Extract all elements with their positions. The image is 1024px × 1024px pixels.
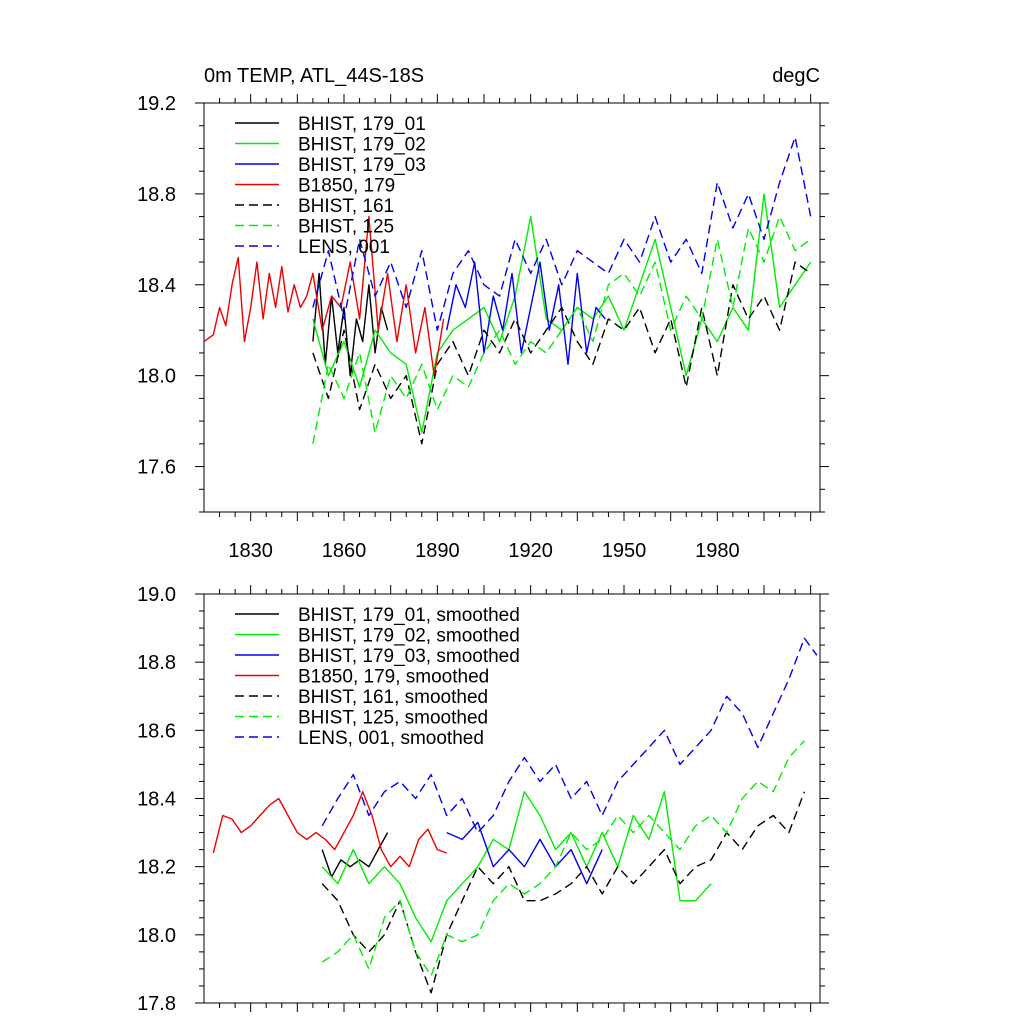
legend-label: BHIST, 179_02 <box>298 135 426 156</box>
y-tick-label: 18.4 <box>137 275 176 297</box>
series-group <box>204 136 812 445</box>
series-line-7 <box>312 136 812 331</box>
series-line-6 <box>312 215 812 444</box>
legend-label: BHIST, 179_02, smoothed <box>298 626 520 647</box>
y-tick-label: 19.2 <box>137 93 176 115</box>
series-line-7 <box>321 637 818 834</box>
series-line-3 <box>446 261 606 365</box>
legend-label: BHIST, 179_03, smoothed <box>298 646 520 667</box>
y-tick-label: 18.0 <box>137 366 176 388</box>
legend-label: BHIST, 125, smoothed <box>298 708 488 729</box>
y-tick-label: 17.6 <box>137 457 176 479</box>
legend-label: BHIST, 179_01, smoothed <box>298 605 520 626</box>
y-tick-label: 18.4 <box>137 789 176 811</box>
y-tick-label: 18.8 <box>137 652 176 674</box>
legend-label: BHIST, 125 <box>298 217 394 238</box>
chart-panel-1: 1830 1860 1890 1920 1950 1980 17.6 18.0 18.4 18.8… <box>137 65 829 562</box>
legend-label: BHIST, 161 <box>298 196 394 217</box>
x-tick-label: 1920 <box>508 540 553 562</box>
legend-label: BHIST, 161, smoothed <box>298 687 488 708</box>
chart-title-left: 0m TEMP, ATL_44S-18S <box>204 65 424 87</box>
y-tick-label: 18.2 <box>137 857 176 879</box>
series-line-5 <box>312 261 812 445</box>
series-line-6 <box>321 740 805 977</box>
x-tick-label: 1860 <box>322 540 367 562</box>
legend-label: B1850, 179 <box>298 176 395 197</box>
y-tick-label: 19.0 <box>137 584 176 606</box>
series-line-1 <box>321 832 389 878</box>
x-tick-label: 1980 <box>695 540 740 562</box>
plot-frame <box>203 102 821 513</box>
legend-label: BHIST, 179_01 <box>298 114 426 135</box>
legend-label: BHIST, 179_03 <box>298 155 426 176</box>
legend-label: B1850, 179, smoothed <box>298 667 489 688</box>
x-tick-label: 1890 <box>415 540 460 562</box>
legend-label: LENS, 001 <box>298 237 390 258</box>
series-group <box>212 637 818 994</box>
y-tick-label: 18.8 <box>137 184 176 206</box>
y-tick-label: 18.0 <box>137 925 176 947</box>
x-tick-label: 1950 <box>602 540 647 562</box>
legend-label: LENS, 001, smoothed <box>298 728 484 749</box>
series-line-4 <box>204 215 445 377</box>
chart-title-right: degC <box>772 65 820 87</box>
y-tick-label: 18.6 <box>137 720 176 742</box>
series-line-3 <box>446 821 603 885</box>
series-line-4 <box>212 791 447 868</box>
x-tick-label: 1830 <box>228 540 273 562</box>
chart-panel-2: 17.8 18.0 18.2 18.4 18.6 18.8 19.0 BHIST, 179_0… <box>137 584 829 1015</box>
y-tick-label: 17.8 <box>137 993 176 1015</box>
series-line-2 <box>321 791 712 943</box>
